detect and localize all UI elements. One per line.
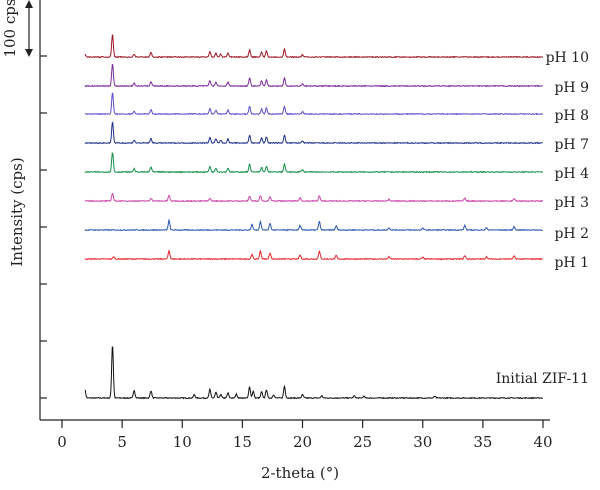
series-labels: Initial ZIF-11 pH 1 pH 2 pH 3 pH 4 pH 7 pH 8 pH…	[496, 50, 589, 387]
x-tick-label: 35	[473, 433, 492, 451]
series-label-ph-2: pH 2	[554, 226, 589, 242]
series-label-ph-8: pH 8	[554, 108, 589, 124]
y-ticks	[40, 55, 47, 399]
series-label-ph-4: pH 4	[554, 166, 589, 182]
series-line-ph-3	[84, 192, 543, 203]
series-label-ph-9: pH 9	[554, 80, 589, 96]
axes	[39, 0, 550, 421]
series-label-ph-1: pH 1	[554, 255, 589, 271]
x-tick-label: 40	[533, 433, 552, 451]
x-ticks: 0 5 10 15 20 25 30 35 40	[57, 420, 553, 451]
x-tick-label: 30	[413, 433, 432, 451]
series-line-ph-2	[84, 218, 544, 232]
scale-bar-arrow-bottom	[25, 49, 33, 57]
series-label-ph-7: pH 7	[554, 137, 589, 153]
series-line-ph-10	[84, 33, 544, 59]
x-tick-label: 15	[233, 433, 252, 451]
scale-bar-arrow-top	[25, 0, 33, 8]
scale-bar-label: 100 cps	[1, 0, 19, 58]
series-line-ph-4	[84, 152, 544, 174]
x-axis-label: 2-theta (°)	[261, 464, 339, 482]
series-label-initial-zif-11: Initial ZIF-11	[496, 371, 589, 387]
x-tick-label: 20	[293, 433, 312, 451]
series-line-ph-1	[84, 249, 543, 261]
x-tick-label: 25	[353, 433, 372, 451]
series-line-ph-8	[84, 92, 544, 116]
series-label-ph-3: pH 3	[554, 195, 589, 211]
series-label-ph-10: pH 10	[546, 50, 589, 66]
series-line-ph-9	[84, 64, 543, 88]
y-axis-label: Intensity (cps)	[8, 157, 26, 266]
x-tick-label: 0	[57, 433, 67, 451]
series-group	[84, 33, 544, 400]
scale-bar: 100 cps	[1, 0, 33, 58]
x-tick-label: 5	[117, 433, 127, 451]
series-line-initial-zif-11	[84, 346, 543, 400]
series-line-ph-7	[84, 121, 543, 145]
x-tick-label: 10	[173, 433, 192, 451]
